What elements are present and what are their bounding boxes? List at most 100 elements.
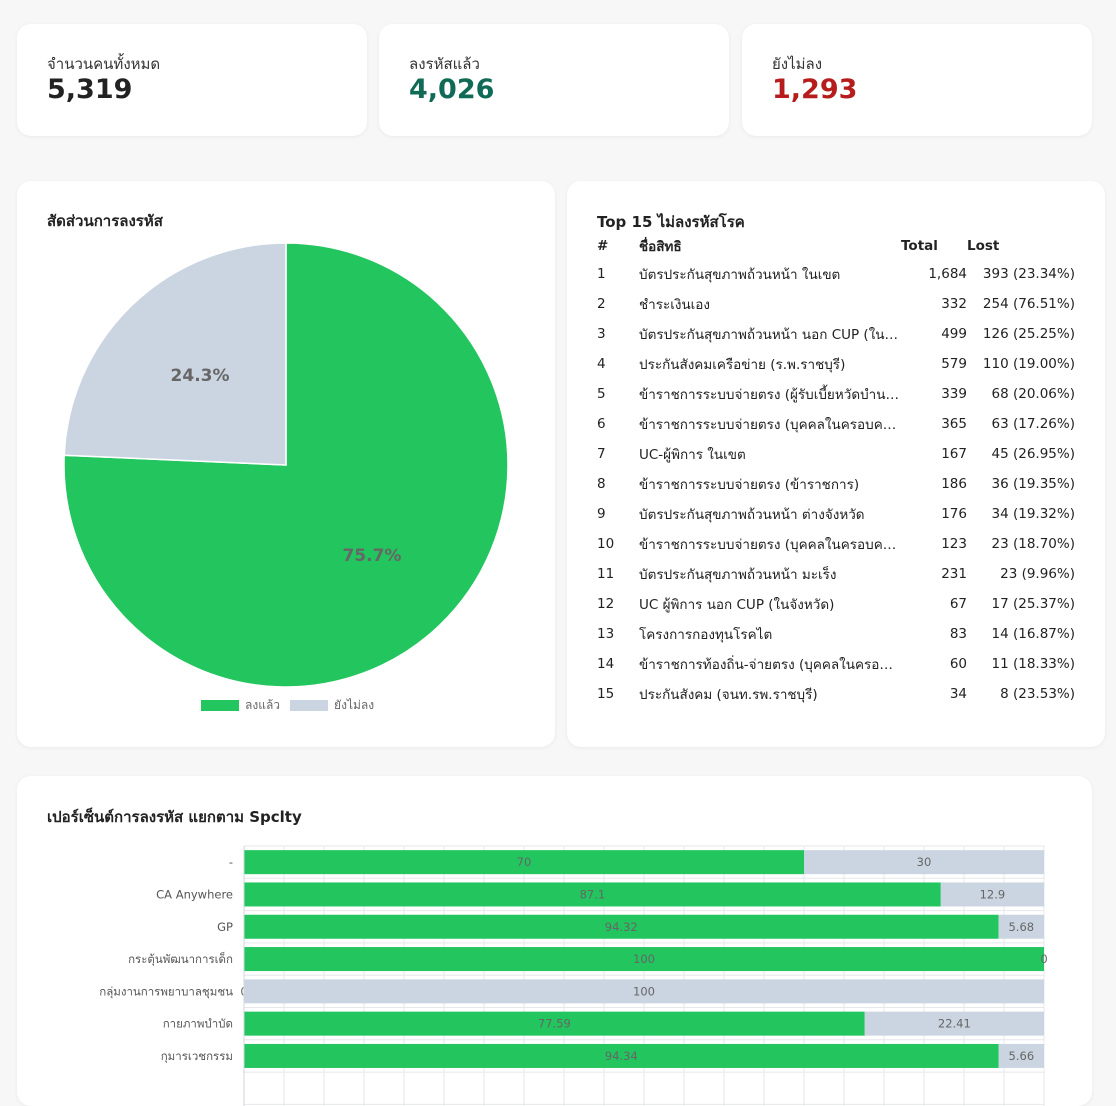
cell-total: 365 bbox=[941, 416, 967, 432]
kpi-card-total: จำนวนคนทั้งหมด 5,319 bbox=[17, 24, 367, 136]
legend-label: ลงแล้ว bbox=[245, 698, 281, 712]
table-row: 13 โครงการกองทุนโรคไต 83 14 (16.87%) bbox=[597, 619, 1075, 649]
header-idx: # bbox=[597, 238, 609, 254]
bar-segment-0[interactable] bbox=[244, 850, 804, 875]
cell-idx: 10 bbox=[597, 536, 615, 552]
table-row: 10 ข้าราชการระบบจ่ายตรง (บุคคลในครอบครัว)… bbox=[597, 529, 1075, 559]
bar-value-label: 94.34 bbox=[605, 1049, 638, 1063]
cell-lost: 63 (17.26%) bbox=[991, 416, 1075, 432]
cell-name: บัตรประกันสุขภาพถ้วนหน้า ในเขต bbox=[639, 267, 841, 283]
cell-idx: 1 bbox=[597, 266, 606, 282]
cell-total: 83 bbox=[949, 626, 967, 642]
cell-name: โครงการกองทุนโรคไต bbox=[639, 627, 773, 643]
table-row: 15 ประกันสังคม (จนท.รพ.ราชบุรี) 34 8 (23.53… bbox=[597, 679, 1075, 709]
table-row: 2 ชำระเงินเอง 332 254 (76.51%) bbox=[597, 289, 1075, 319]
cell-total: 34 bbox=[949, 686, 967, 702]
cell-idx: 12 bbox=[597, 596, 615, 612]
bar-card: เปอร์เซ็นต์การลงรหัส แยกตาม Spclty - 70 30… bbox=[17, 776, 1092, 1106]
cell-idx: 2 bbox=[597, 296, 606, 312]
bar-segment-0[interactable] bbox=[244, 882, 941, 907]
cell-name: บัตรประกันสุขภาพถ้วนหน้า ต่างจังหวัด bbox=[639, 507, 865, 523]
cell-total: 60 bbox=[949, 656, 967, 672]
bar-title: เปอร์เซ็นต์การลงรหัส แยกตาม Spclty bbox=[47, 808, 302, 826]
cell-name: ประกันสังคม (จนท.รพ.ราชบุรี) bbox=[639, 687, 818, 703]
bar-segment-1[interactable] bbox=[864, 1011, 1044, 1036]
table-row: 11 บัตรประกันสุขภาพถ้วนหน้า มะเร็ง 231 23 (… bbox=[597, 559, 1075, 589]
cell-idx: 11 bbox=[597, 566, 615, 582]
cell-lost: 23 (9.96%) bbox=[1000, 566, 1075, 582]
kpi-label: ยังไม่ลง bbox=[772, 55, 823, 73]
table-row: 6 ข้าราชการระบบจ่ายตรง (บุคคลในครอบครัว) 3… bbox=[597, 409, 1075, 439]
pie-card: สัดส่วนการลงรหัส 75.7% 24.3% ลงแล้ว ยังไม… bbox=[17, 181, 555, 747]
header-total: Total bbox=[901, 238, 938, 254]
cell-name: ประกันสังคมเครือข่าย (ร.พ.ราชบุรี) bbox=[639, 357, 846, 373]
cell-total: 186 bbox=[941, 476, 967, 492]
legend-swatch bbox=[290, 700, 329, 711]
cell-lost: 393 (23.34%) bbox=[982, 266, 1075, 282]
cell-name: ข้าราชการระบบจ่ายตรง (บุคคลในครอบครัว) bbox=[639, 537, 901, 553]
bar-value-label: 30 bbox=[917, 855, 932, 869]
cell-lost: 17 (25.37%) bbox=[991, 596, 1075, 612]
kpi-card-coded: ลงรหัสแล้ว 4,026 bbox=[379, 24, 729, 136]
cell-name: ชำระเงินเอง bbox=[639, 297, 710, 313]
table-row: 9 บัตรประกันสุขภาพถ้วนหน้า ต่างจังหวัด 176… bbox=[597, 499, 1075, 529]
cell-lost: 36 (19.35%) bbox=[991, 476, 1075, 492]
legend-item-coded[interactable]: ลงแล้ว bbox=[201, 696, 280, 715]
pie-slice-1[interactable] bbox=[63, 242, 287, 466]
cell-lost: 254 (76.51%) bbox=[982, 296, 1075, 312]
bar-segment-0[interactable] bbox=[244, 1043, 999, 1068]
cell-lost: 11 (18.33%) bbox=[991, 656, 1075, 672]
bar-value-label: 100 bbox=[633, 984, 655, 998]
cell-name: ข้าราชการระบบจ่ายตรง (บุคคลในครอบครัว) bbox=[639, 417, 901, 433]
cell-lost: 110 (19.00%) bbox=[982, 356, 1075, 372]
bar-segment-0[interactable] bbox=[244, 914, 999, 939]
bar-value-label: 5.68 bbox=[1008, 920, 1034, 934]
bar-segment-1[interactable] bbox=[998, 914, 1044, 939]
bar-value-label: 77.59 bbox=[538, 1017, 571, 1031]
legend-item-not-coded[interactable]: ยังไม่ลง bbox=[290, 696, 374, 715]
top15-table: # ชื่อสิทธิ Total Lost 1 บัตรประกันสุขภาพ… bbox=[597, 233, 1075, 709]
pie-slice-0[interactable] bbox=[63, 242, 509, 688]
pie-title: สัดส่วนการลงรหัส bbox=[47, 212, 163, 230]
cell-idx: 3 bbox=[597, 326, 606, 342]
cell-total: 499 bbox=[941, 326, 967, 342]
bar-value-label: 0 bbox=[1040, 952, 1047, 966]
cell-idx: 14 bbox=[597, 656, 615, 672]
cell-name: ข้าราชการท้องถิ่น-จ่ายตรง (บุคคลในครอบคร… bbox=[639, 657, 901, 673]
bar-segment-1[interactable] bbox=[244, 979, 1044, 1004]
kpi-label: จำนวนคนทั้งหมด bbox=[47, 55, 161, 73]
bar-value-label: 12.9 bbox=[980, 887, 1006, 901]
category-label: กุมารเวชกรรม bbox=[161, 1049, 233, 1063]
cell-idx: 8 bbox=[597, 476, 606, 492]
cell-name: บัตรประกันสุขภาพถ้วนหน้า มะเร็ง bbox=[639, 567, 837, 583]
header-name: ชื่อสิทธิ bbox=[639, 239, 682, 255]
table-row: 1 บัตรประกันสุขภาพถ้วนหน้า ในเขต 1,684 393 … bbox=[597, 259, 1075, 289]
bar-value-label: 87.1 bbox=[580, 887, 606, 901]
kpi-value: 5,319 bbox=[47, 74, 133, 105]
bar-segment-1[interactable] bbox=[940, 882, 1044, 907]
bar-segment-1[interactable] bbox=[998, 1043, 1044, 1068]
cell-name: ข้าราชการระบบจ่ายตรง (ผู้รับเบี้ยหวัดบำน… bbox=[639, 387, 901, 403]
cell-total: 67 bbox=[949, 596, 967, 612]
cell-lost: 45 (26.95%) bbox=[991, 446, 1075, 462]
category-label: กายภาพบำบัด bbox=[163, 1017, 233, 1031]
cell-idx: 6 bbox=[597, 416, 606, 432]
bar-segment-0[interactable] bbox=[244, 947, 1044, 972]
pie-chart: 75.7% 24.3% bbox=[63, 242, 509, 688]
cell-idx: 7 bbox=[597, 446, 606, 462]
table-row: 14 ข้าราชการท้องถิ่น-จ่ายตรง (บุคคลในครอบ… bbox=[597, 649, 1075, 679]
cell-total: 1,684 bbox=[928, 266, 967, 282]
table-row: 7 UC-ผู้พิการ ในเขต 167 45 (26.95%) bbox=[597, 439, 1075, 469]
bar-value-label: 94.32 bbox=[605, 920, 638, 934]
bar-segment-0[interactable] bbox=[244, 1011, 865, 1036]
pie-slice-label: 24.3% bbox=[171, 366, 230, 386]
cell-name: UC ผู้พิการ นอก CUP (ในจังหวัด) bbox=[639, 597, 835, 613]
cell-lost: 34 (19.32%) bbox=[991, 506, 1075, 522]
cell-name: UC-ผู้พิการ ในเขต bbox=[639, 447, 746, 463]
bar-value-label: 70 bbox=[517, 855, 532, 869]
bar-segment-1[interactable] bbox=[804, 850, 1044, 875]
cell-name: ข้าราชการระบบจ่ายตรง (ข้าราชการ) bbox=[639, 477, 860, 493]
cell-lost: 126 (25.25%) bbox=[982, 326, 1075, 342]
cell-idx: 9 bbox=[597, 506, 606, 522]
top15-title: Top 15 ไม่ลงรหัสโรค bbox=[597, 213, 745, 231]
